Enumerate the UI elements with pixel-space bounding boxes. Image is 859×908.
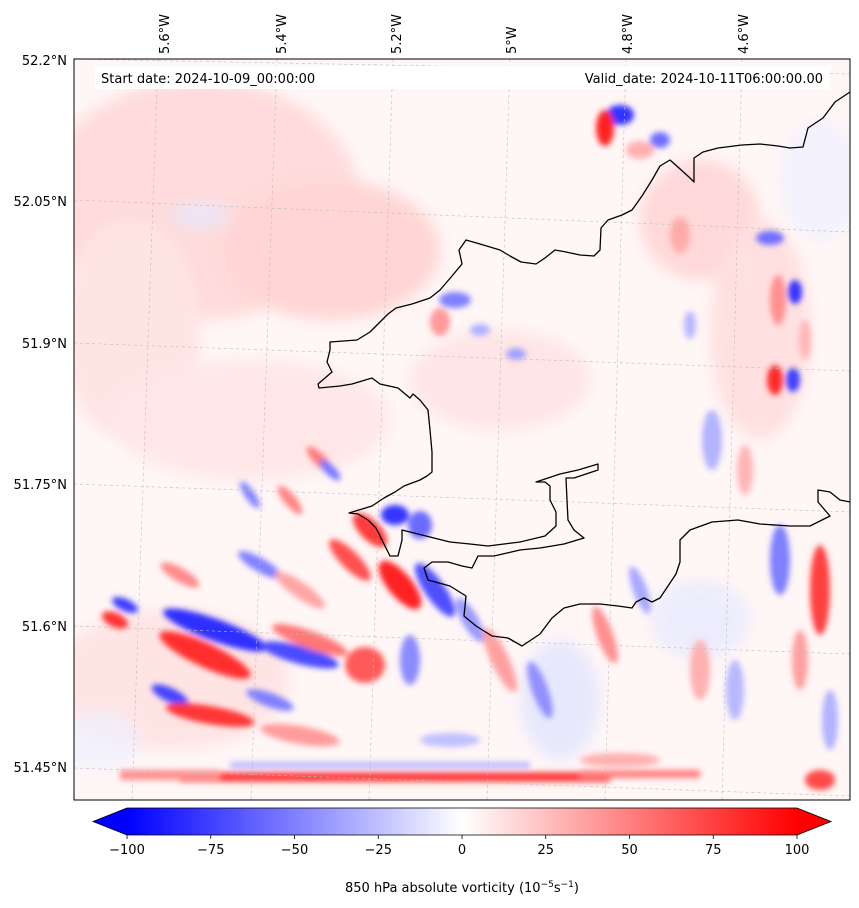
- colorbar-title-prefix: 850 hPa absolute vorticity (10: [345, 881, 541, 896]
- colorbar-tick-label: 0: [458, 843, 466, 858]
- colorbar-title: 850 hPa absolute vorticity (10−5s−1): [345, 880, 579, 896]
- coastline: [317, 91, 850, 647]
- longitude-labels: 5.6°W 5.4°W 5.2°W 5°W 4.8°W 4.6°W: [158, 14, 752, 54]
- start-date-label: Start date: 2024-10-09_00:00:00: [101, 72, 315, 87]
- vorticity-streaks: [101, 105, 838, 767]
- weak-negative-patches: [74, 120, 850, 770]
- lat-label: 51.75°N: [14, 478, 67, 493]
- colorbar-title-exp1: −5: [541, 880, 554, 890]
- colorbar-ticks: −100 −75 −50 −25 0 25 50 75 100: [109, 835, 809, 858]
- colorbar-tick-label: −100: [109, 843, 145, 858]
- lat-label: 51.6°N: [22, 620, 67, 635]
- land-weak-positive: [74, 80, 810, 750]
- valid-date-label: Valid_date: 2024-10-11T06:00:00.00: [585, 72, 823, 87]
- colorbar-min-extend: [93, 808, 127, 835]
- lat-label: 52.2°N: [22, 54, 67, 69]
- colorbar-max-extend: [797, 808, 831, 835]
- lon-label: 4.8°W: [621, 14, 636, 54]
- colorbar-title-suffix: ): [574, 881, 579, 896]
- southern-boundary-band: [120, 762, 835, 790]
- colorbar-title-exp2: −1: [561, 880, 574, 890]
- start-date-box: [95, 66, 335, 89]
- lat-label: 52.05°N: [14, 195, 67, 210]
- lon-label: 5.6°W: [158, 14, 173, 54]
- lat-label: 51.9°N: [22, 337, 67, 352]
- latitude-labels: 52.2°N 52.05°N 51.9°N 51.75°N 51.6°N 51.…: [14, 54, 67, 776]
- colorbar-tick-label: −25: [365, 843, 392, 858]
- colorbar-gradient: [127, 808, 797, 835]
- colorbar: −100 −75 −50 −25 0 25 50 75 100 850 hPa absolute…: [91, 807, 833, 896]
- colorbar-tick-label: −75: [197, 843, 224, 858]
- lat-label: 51.45°N: [14, 761, 67, 776]
- colorbar-tick-label: 50: [621, 843, 638, 858]
- lon-label: 4.6°W: [737, 14, 752, 54]
- valid-date-box: [330, 66, 830, 89]
- colorbar-tick-label: 100: [785, 843, 810, 858]
- map-frame: [73, 58, 851, 801]
- colorbar-tick-label: 25: [537, 843, 554, 858]
- lon-label: 5.2°W: [390, 14, 405, 54]
- vorticity-field: [74, 80, 850, 790]
- colorbar-tick-label: −50: [281, 843, 308, 858]
- lon-label: 5.4°W: [275, 14, 290, 54]
- colorbar-tick-label: 75: [705, 843, 722, 858]
- colorbar-title-mid: s: [554, 881, 561, 896]
- lon-label: 5°W: [505, 26, 520, 54]
- map-area: [74, 59, 850, 800]
